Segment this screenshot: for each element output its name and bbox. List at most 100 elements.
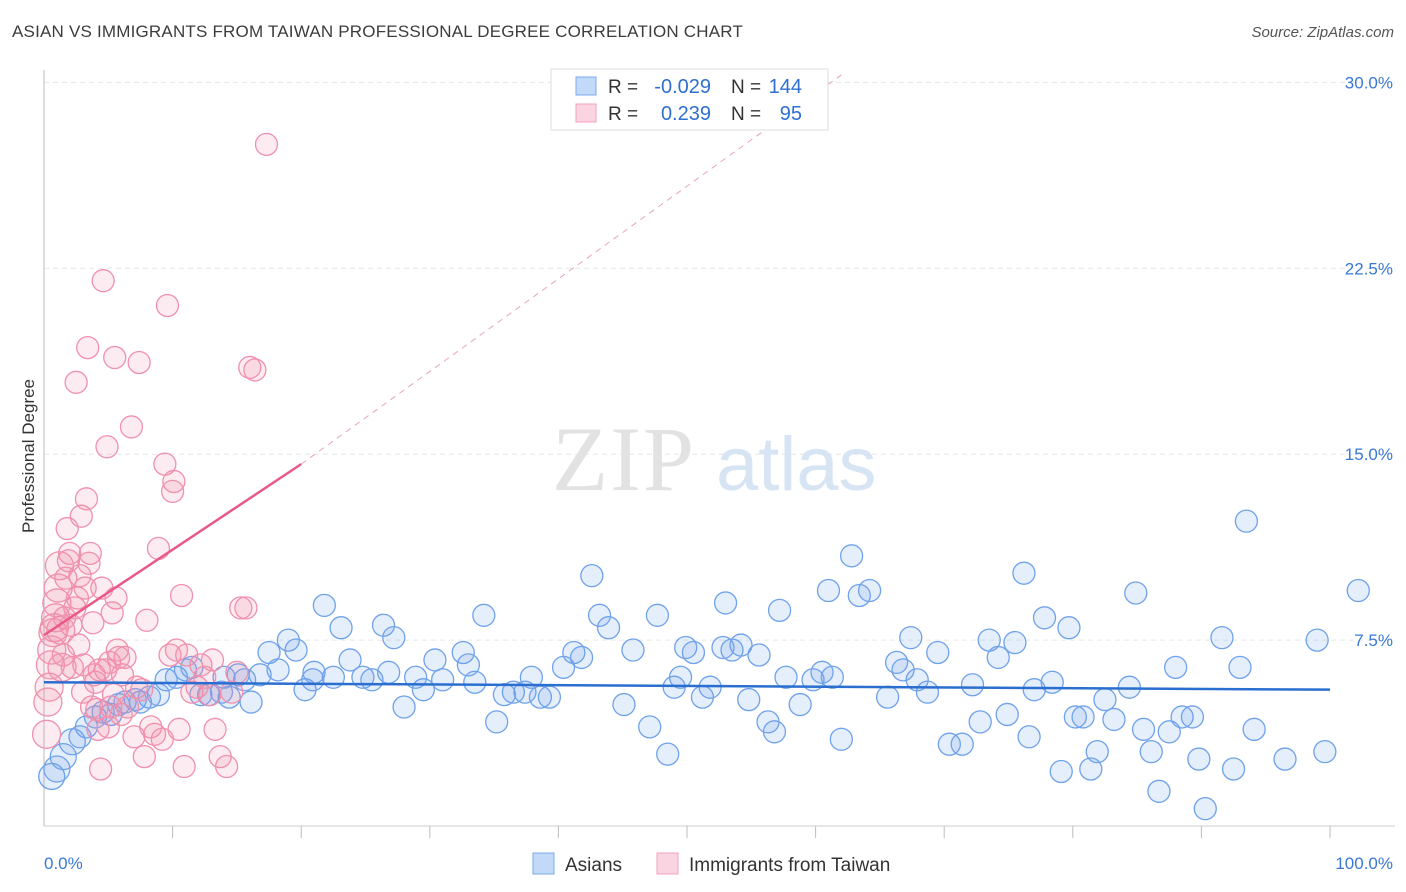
asians-point: [1346, 578, 1370, 603]
asians-point: [875, 685, 900, 709]
asians-point: [49, 742, 77, 771]
taiwan-point: [254, 132, 279, 157]
asians-point: [1305, 628, 1329, 652]
asians-point: [1131, 717, 1156, 741]
asians-point: [820, 665, 844, 689]
asians-point: [1085, 739, 1109, 764]
taiwan-point: [103, 345, 127, 370]
asians-point: [937, 732, 961, 756]
asians-point: [472, 603, 496, 627]
taiwan-point: [243, 358, 267, 382]
asians-point: [1012, 561, 1036, 585]
taiwan-point: [127, 350, 151, 375]
asians-point: [713, 591, 738, 615]
asians-point: [1079, 757, 1103, 781]
taiwan-point: [96, 715, 120, 739]
asians-point: [351, 665, 375, 689]
taiwan-point: [52, 606, 77, 630]
taiwan-point: [35, 650, 66, 680]
asians-point: [1102, 707, 1126, 732]
asians-point: [587, 603, 612, 627]
asians-point: [1193, 796, 1217, 821]
asians-point: [915, 680, 940, 704]
asians-point: [638, 715, 662, 739]
y-axis-label: Professional Degree: [19, 379, 38, 533]
asians-point: [519, 665, 544, 689]
asians-point: [371, 613, 396, 637]
taiwan-point: [172, 754, 196, 779]
stats-r-value-taiwan: 0.239: [661, 103, 711, 125]
asians-point: [423, 648, 447, 672]
asians-point: [580, 564, 604, 588]
taiwan-point: [72, 653, 96, 677]
legend-swatch-asians: [532, 852, 555, 875]
asians-point: [801, 668, 825, 692]
asians-point: [537, 685, 562, 709]
series-legend: Asians Immigrants from Taiwan: [532, 852, 890, 876]
asians-point: [788, 692, 812, 717]
taiwan-point: [139, 715, 163, 739]
asians-point: [1124, 581, 1148, 605]
asians-point: [492, 682, 517, 707]
asians-point: [986, 645, 1010, 670]
asians-point: [762, 720, 787, 744]
taiwan-point: [76, 335, 100, 360]
asians-point: [596, 616, 621, 640]
asians-point: [239, 690, 263, 714]
asians-point: [1228, 655, 1252, 680]
taiwan-point: [58, 541, 82, 565]
taiwan-point: [113, 645, 137, 670]
asians-point: [767, 598, 792, 623]
stats-swatch-asians: [575, 76, 597, 96]
taiwan-point: [91, 269, 115, 293]
asians-point: [857, 578, 882, 603]
asians-point: [392, 695, 416, 719]
asians-point: [180, 655, 204, 680]
taiwan-point: [135, 608, 159, 632]
stats-r-label-taiwan: R =: [608, 104, 638, 125]
asians-point: [968, 710, 992, 734]
taiwan-point: [234, 596, 258, 620]
asians-point: [1139, 739, 1163, 764]
asians-point: [926, 640, 950, 665]
asians-point: [284, 638, 308, 662]
asians-point: [1017, 725, 1041, 749]
asians-point: [816, 578, 841, 603]
asians-point: [456, 653, 481, 677]
taiwan-point: [100, 601, 124, 625]
taiwan-point: [37, 635, 67, 665]
x-tick-label-min: 0.0%: [44, 854, 83, 873]
taiwan-trend-line: [43, 463, 302, 637]
taiwan-point: [68, 564, 92, 588]
asians-point: [301, 668, 325, 692]
asians-point: [1273, 747, 1297, 771]
asians-point: [774, 665, 798, 689]
asians-point: [1022, 678, 1046, 702]
asians-point: [1242, 717, 1266, 741]
asians-point: [1164, 655, 1188, 680]
asians-point: [1180, 705, 1205, 729]
taiwan-point: [73, 576, 97, 600]
taiwan-point: [81, 611, 105, 635]
taiwan-point: [78, 541, 102, 565]
stats-n-label-asians: N =: [731, 77, 761, 98]
taiwan-point: [85, 697, 109, 722]
watermark-zip: ZIP: [552, 408, 696, 510]
taiwan-point: [77, 551, 101, 575]
taiwan-point: [169, 583, 194, 608]
x-tick-label-max: 100.0%: [1335, 854, 1393, 873]
asians-point: [1117, 675, 1142, 699]
stats-n-value-taiwan: 95: [780, 103, 802, 125]
asians-point: [656, 742, 680, 766]
asians-point: [451, 640, 475, 665]
y-tick-label: 22.5%: [1345, 259, 1393, 278]
taiwan-point: [229, 596, 253, 620]
y-tick-label: 30.0%: [1345, 73, 1393, 92]
asians-point: [621, 638, 645, 662]
asians-point: [248, 663, 272, 687]
asians-point: [1071, 705, 1095, 729]
taiwan-point: [203, 717, 227, 741]
asians-point: [729, 633, 753, 657]
taiwan-point: [95, 435, 119, 459]
